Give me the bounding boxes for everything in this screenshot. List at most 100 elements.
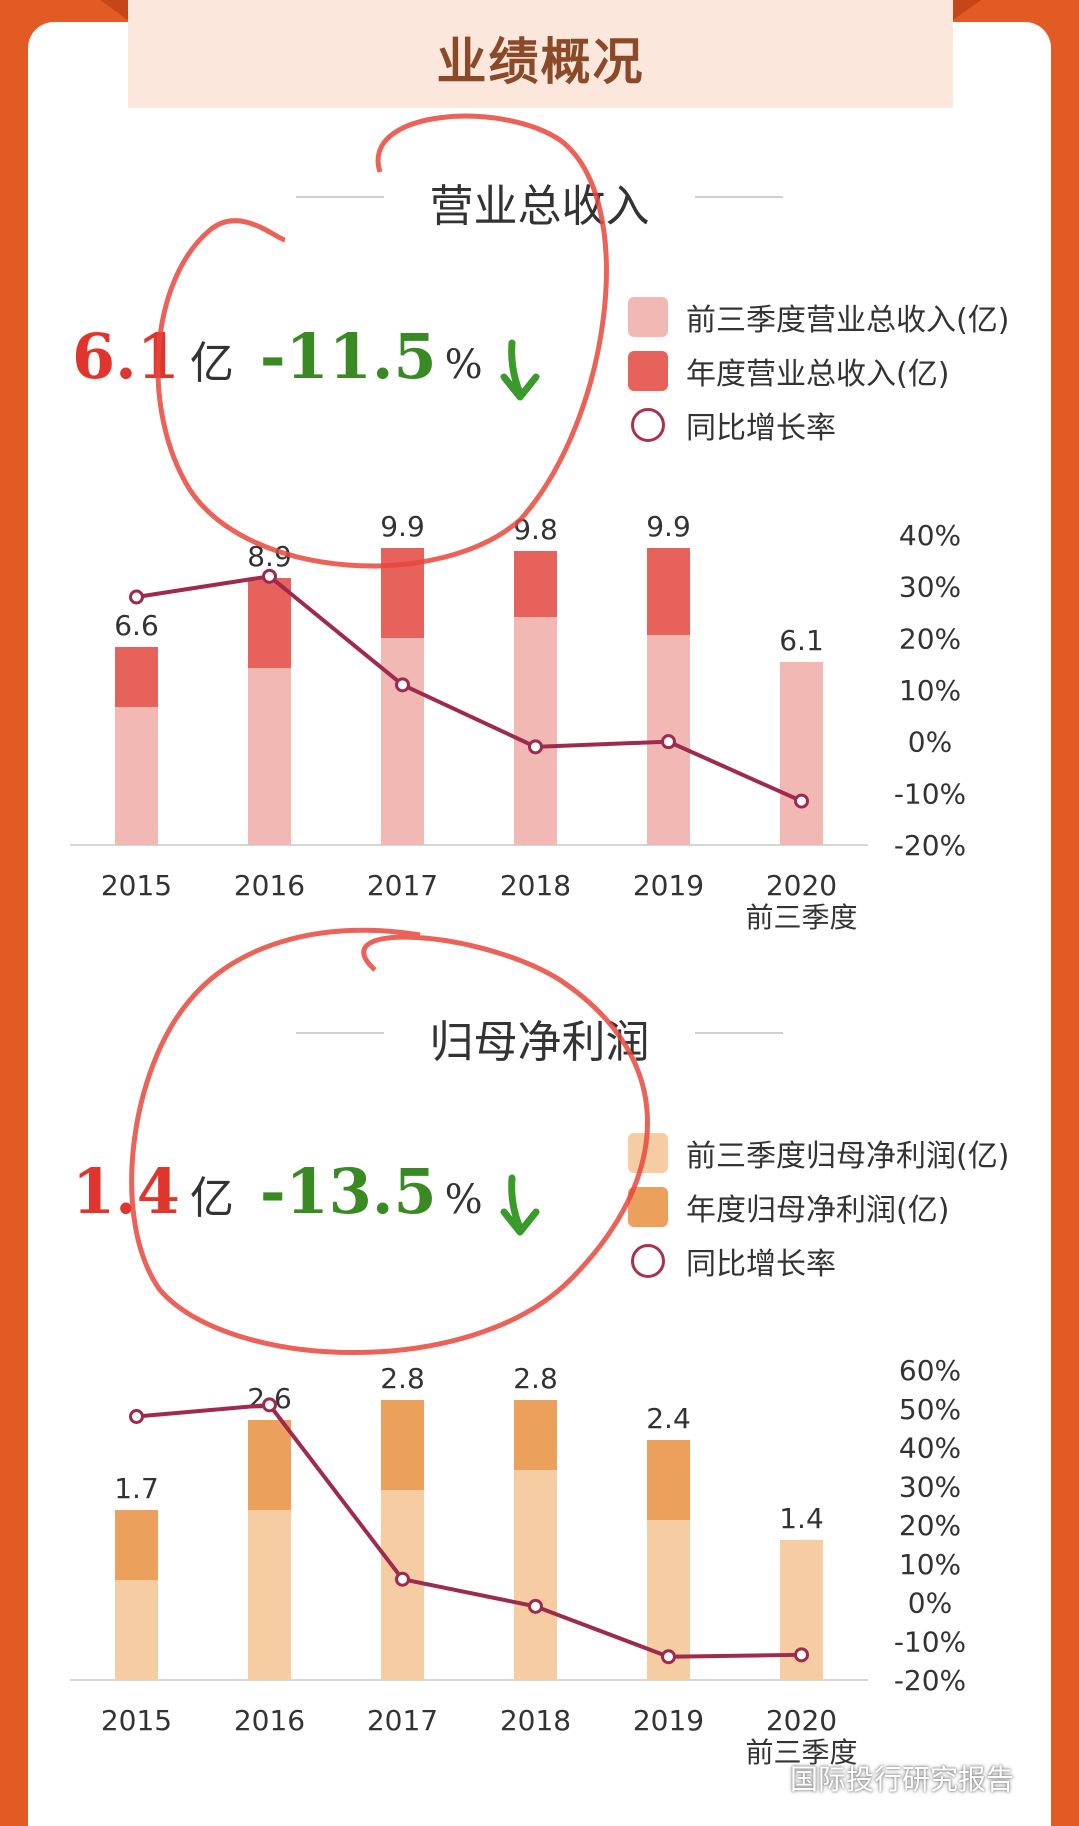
x-tick-label: 前三季度 — [745, 901, 857, 934]
x-tick-label: 2017 — [367, 1704, 438, 1737]
legend-swatch — [628, 351, 668, 391]
y2-tick-label: 10% — [899, 1548, 961, 1581]
down-arrow-icon — [498, 1174, 544, 1244]
legend-item: 同比增长率 — [628, 1234, 1009, 1288]
legend-label: 年度归母净利润(亿) — [686, 1193, 950, 1228]
growth-rate-point — [794, 1647, 809, 1663]
profit-chart: 1.720152.620162.820172.820182.420191.420… — [70, 1354, 966, 1769]
growth-rate-point — [395, 677, 410, 693]
bar-data-label: 1.7 — [114, 1472, 159, 1505]
profit-kpi-value: 1.4 — [72, 1155, 180, 1228]
revenue-legend: 前三季度营业总收入(亿) 年度营业总收入(亿) 同比增长率 — [628, 290, 1009, 452]
growth-rate-point — [129, 589, 144, 605]
bar-data-label: 6.6 — [114, 609, 159, 642]
growth-rate-point — [528, 739, 543, 755]
watermark: 国际投行研究报告 — [790, 1763, 1015, 1796]
bar-q3 — [381, 638, 424, 845]
y2-tick-label: -20% — [894, 829, 966, 862]
revenue-kpi-change-unit: % — [444, 342, 483, 388]
growth-rate-point — [395, 1571, 410, 1587]
growth-rate-point — [661, 1649, 676, 1665]
y2-tick-label: 0% — [908, 1587, 952, 1620]
revenue-kpi-unit: 亿 — [189, 338, 234, 389]
x-tick-label: 2018 — [500, 869, 571, 902]
x-tick-label: 2016 — [234, 1704, 305, 1737]
y2-tick-label: 10% — [899, 674, 961, 707]
legend-label: 同比增长率 — [686, 1247, 836, 1282]
y2-tick-label: -10% — [894, 1625, 966, 1658]
y2-tick-label: 30% — [899, 1470, 961, 1503]
revenue-section-title: 营业总收入 — [429, 181, 650, 232]
bar-data-label: 8.9 — [247, 540, 292, 573]
bar-q3 — [248, 1510, 291, 1680]
y2-tick-label: 20% — [899, 1509, 961, 1542]
growth-rate-point — [661, 734, 676, 750]
profit-section-title: 归母净利润 — [429, 1017, 650, 1068]
banner-fold-left — [100, 0, 128, 20]
page-title: 业绩概况 — [436, 33, 645, 91]
legend-swatch — [628, 1187, 668, 1227]
bar-data-label: 2.8 — [380, 1362, 425, 1395]
legend-item: 年度归母净利润(亿) — [628, 1180, 1009, 1234]
legend-item: 前三季度营业总收入(亿) — [628, 290, 1009, 344]
legend-label: 同比增长率 — [686, 411, 836, 446]
bar-data-label: 2.8 — [513, 1362, 558, 1395]
bar-data-label: 1.4 — [779, 1502, 824, 1535]
profit-kpi-change: -13.5 — [259, 1155, 437, 1228]
revenue-kpi-value: 6.1 — [72, 320, 180, 393]
x-tick-label: 2016 — [234, 869, 305, 902]
profit-kpi-change-unit: % — [444, 1177, 483, 1223]
bar-q3 — [115, 1580, 158, 1680]
banner-fold-right — [953, 0, 981, 20]
bar-data-label: 9.9 — [380, 510, 425, 543]
bar-q3 — [514, 1470, 557, 1680]
title-banner — [128, 0, 953, 108]
y2-tick-label: 50% — [899, 1393, 961, 1426]
revenue-chart: 6.6 2015 8.9 2016 9.9 2017 9.8 2018 9.9 2019 6.1 20… — [70, 510, 966, 934]
bar-data-label: 9.9 — [646, 510, 691, 543]
legend-label: 年度营业总收入(亿) — [686, 357, 950, 392]
y2-tick-label: 40% — [899, 1432, 961, 1465]
x-tick-label: 2018 — [500, 1704, 571, 1737]
legend-item: 前三季度归母净利润(亿) — [628, 1126, 1009, 1180]
y2-tick-label: -10% — [894, 777, 966, 810]
legend-swatch — [628, 1133, 668, 1173]
x-tick-label: 2020 — [766, 1704, 837, 1737]
y2-tick-label: 40% — [899, 519, 961, 552]
growth-rate-point — [262, 568, 277, 584]
title-rule-right — [695, 1032, 783, 1034]
bar-q3 — [248, 668, 291, 845]
y2-tick-label: 30% — [899, 571, 961, 604]
revenue-kpi: 6.1 亿 -11.5% — [72, 320, 544, 409]
title-rule-right — [695, 196, 783, 198]
bar-q3 — [514, 617, 557, 845]
growth-rate-point — [794, 793, 809, 809]
bar-data-label: 2.4 — [646, 1402, 691, 1435]
profit-kpi-unit: 亿 — [189, 1173, 234, 1224]
legend-swatch — [628, 297, 668, 337]
x-tick-label: 2019 — [633, 869, 704, 902]
y2-tick-label: 0% — [908, 726, 952, 759]
legend-circle-icon — [631, 408, 665, 442]
bar-q3 — [780, 662, 823, 845]
legend-label: 前三季度营业总收入(亿) — [686, 303, 1010, 338]
growth-rate-point — [528, 1598, 543, 1614]
legend-label: 前三季度归母净利润(亿) — [686, 1139, 1010, 1174]
legend-item: 年度营业总收入(亿) — [628, 344, 1009, 398]
x-tick-label: 2019 — [633, 1704, 704, 1737]
down-arrow-icon — [498, 339, 544, 409]
y2-tick-label: -20% — [894, 1664, 966, 1697]
x-tick-label: 前三季度 — [745, 1736, 857, 1769]
growth-rate-point — [262, 1397, 277, 1413]
profit-legend: 前三季度归母净利润(亿) 年度归母净利润(亿) 同比增长率 — [628, 1126, 1009, 1288]
legend-item: 同比增长率 — [628, 398, 1009, 452]
y2-tick-label: 60% — [899, 1354, 961, 1387]
x-tick-label: 2015 — [101, 869, 172, 902]
legend-circle-icon — [631, 1244, 665, 1278]
y2-tick-label: 20% — [899, 622, 961, 655]
x-tick-label: 2017 — [367, 869, 438, 902]
x-tick-label: 2020 — [766, 869, 837, 902]
growth-rate-line — [136, 1402, 802, 1659]
revenue-kpi-change: -11.5 — [259, 320, 437, 393]
bar-q3 — [115, 707, 158, 845]
